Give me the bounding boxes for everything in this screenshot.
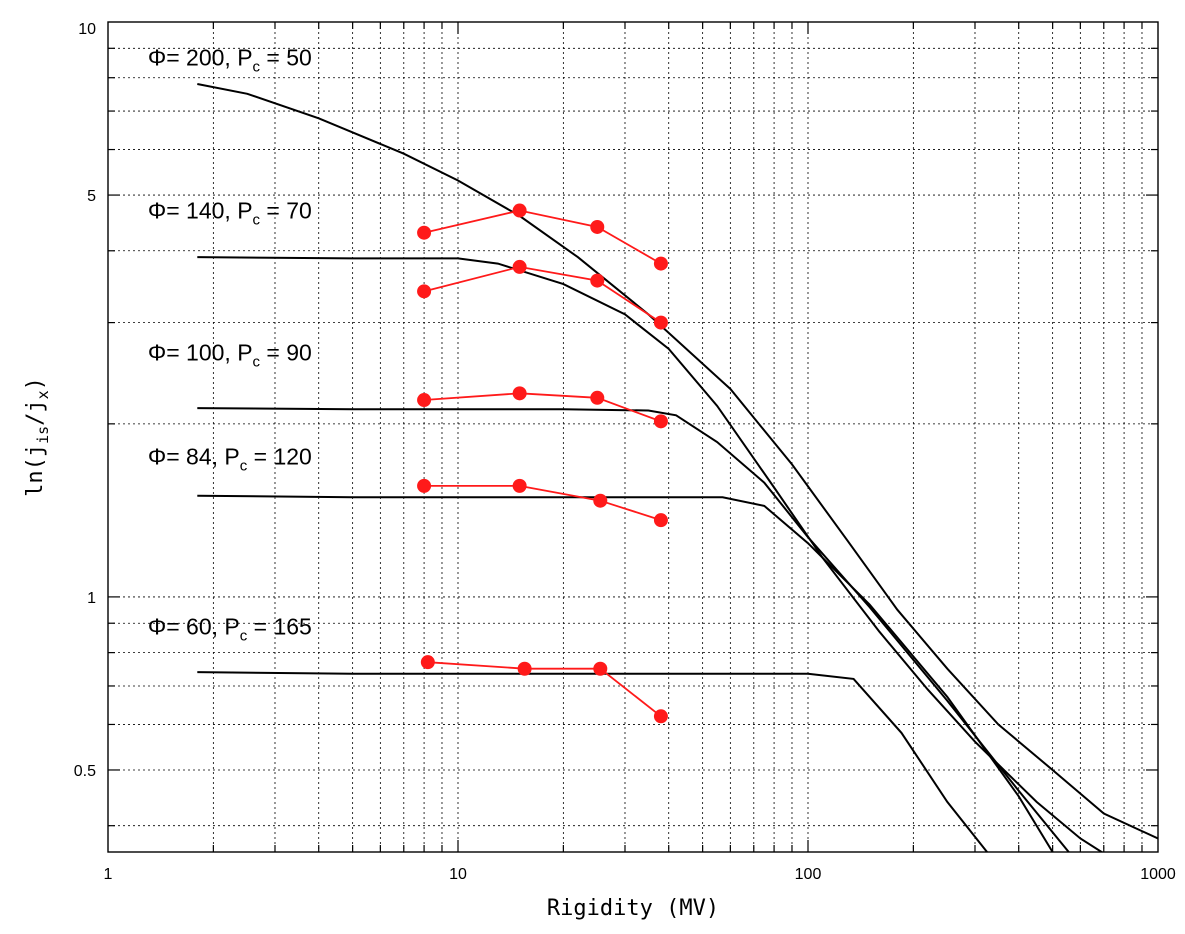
annotation-phi: Φ= 60, bbox=[148, 614, 225, 640]
annotations: Φ= 200, Pc = 50 Φ= 140, Pc = 70 Φ= 100, Pc… bbox=[148, 45, 312, 645]
x-axis-title: Rigidity (MV) bbox=[547, 896, 719, 921]
annotation-pc-value: = 120 bbox=[247, 443, 312, 469]
observed-point bbox=[653, 315, 668, 330]
axis-ticks bbox=[108, 22, 1158, 852]
annotation-pc-sub: c bbox=[240, 457, 248, 474]
observed-point bbox=[653, 414, 668, 429]
annotation-pc-label: P bbox=[224, 443, 239, 469]
observed-point bbox=[653, 513, 668, 528]
x-tick-label: 10 bbox=[449, 866, 467, 883]
annotation-pc-sub: c bbox=[253, 212, 261, 229]
observed-point bbox=[512, 386, 527, 401]
annotation-phi: Φ= 200, bbox=[148, 45, 237, 71]
x-tick-label: 1 bbox=[104, 866, 113, 883]
observed-line bbox=[424, 392, 662, 423]
observed-line bbox=[424, 484, 662, 521]
y-tick-label: 10 bbox=[78, 21, 96, 38]
y-tick-label: 0.5 bbox=[74, 763, 96, 780]
x-tick-label: 1000 bbox=[1140, 866, 1176, 883]
annotation-pc-label: P bbox=[237, 45, 252, 71]
y-title-sub2: x bbox=[34, 390, 52, 399]
model-curve bbox=[197, 671, 989, 852]
annotation-pc-sub: c bbox=[253, 59, 261, 76]
observed-point bbox=[417, 284, 432, 299]
model-curve bbox=[197, 494, 1054, 852]
annotation-pc-value: = 165 bbox=[247, 614, 312, 640]
observed-point bbox=[420, 655, 435, 670]
model-curves bbox=[197, 83, 1158, 852]
plot-frame bbox=[107, 21, 1159, 853]
annotation-pc-value: = 90 bbox=[260, 339, 312, 365]
curve-annotation: Φ= 100, Pc = 90 bbox=[148, 339, 312, 370]
observed-point bbox=[517, 661, 532, 676]
model-curve bbox=[197, 407, 1071, 852]
annotation-pc-sub: c bbox=[240, 628, 248, 645]
observed-point bbox=[512, 478, 527, 493]
y-title-end: ) bbox=[23, 377, 48, 390]
observed-line bbox=[423, 209, 662, 265]
curve-annotation: Φ= 60, Pc = 165 bbox=[148, 614, 312, 645]
y-axis-title: ln(jis/jx) bbox=[23, 377, 52, 497]
observed-line bbox=[427, 661, 662, 718]
annotation-pc-value: = 70 bbox=[260, 198, 312, 224]
observed-series bbox=[417, 203, 668, 724]
observed-point bbox=[417, 225, 432, 240]
grid bbox=[108, 22, 1158, 852]
annotation-phi: Φ= 100, bbox=[148, 339, 237, 365]
observed-line bbox=[423, 265, 662, 324]
y-title-base: ln(j bbox=[23, 444, 48, 497]
observed-point bbox=[590, 219, 605, 234]
y-tick-label: 5 bbox=[87, 188, 96, 205]
annotation-pc-value: = 50 bbox=[260, 45, 312, 71]
observed-point bbox=[512, 259, 527, 274]
model-curve bbox=[197, 256, 1104, 852]
y-title-sub1: is bbox=[34, 426, 52, 444]
observed-point bbox=[653, 709, 668, 724]
observed-point bbox=[590, 390, 605, 405]
observed-point bbox=[653, 256, 668, 271]
annotation-pc-sub: c bbox=[253, 353, 261, 370]
x-tick-label: 100 bbox=[795, 866, 822, 883]
annotation-phi: Φ= 84, bbox=[148, 443, 225, 469]
annotation-pc-label: P bbox=[237, 339, 252, 365]
observed-point bbox=[590, 273, 605, 288]
observed-point bbox=[593, 661, 608, 676]
annotation-pc-label: P bbox=[237, 198, 252, 224]
y-title-mid: /j bbox=[23, 399, 48, 426]
y-tick-labels: 0.5 1 5 10 bbox=[74, 21, 96, 780]
curve-annotation: Φ= 84, Pc = 120 bbox=[148, 443, 312, 474]
model-curve bbox=[197, 83, 1158, 840]
observed-point bbox=[593, 493, 608, 508]
curve-annotation: Φ= 200, Pc = 50 bbox=[148, 45, 312, 76]
observed-point bbox=[417, 393, 432, 408]
annotation-pc-label: P bbox=[224, 614, 239, 640]
observed-point bbox=[417, 478, 432, 493]
y-tick-label: 1 bbox=[87, 590, 96, 607]
curve-annotation: Φ= 140, Pc = 70 bbox=[148, 198, 312, 229]
x-tick-labels: 1 10 100 1000 bbox=[104, 866, 1176, 883]
annotation-phi: Φ= 140, bbox=[148, 198, 237, 224]
observed-point bbox=[512, 203, 527, 218]
